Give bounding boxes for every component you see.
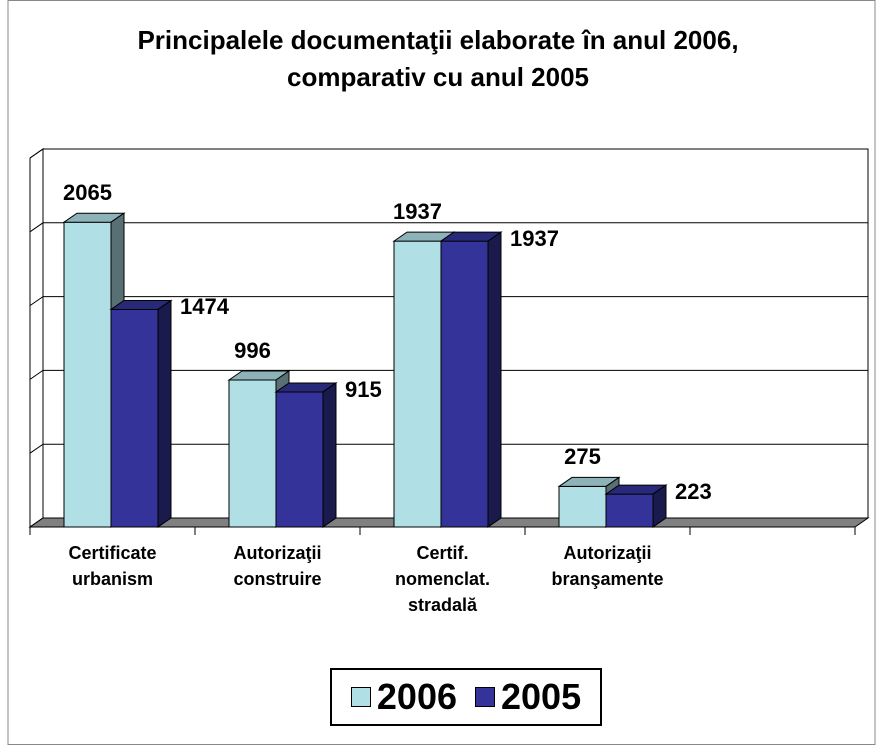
bar bbox=[393, 240, 442, 528]
x-tick-label: Autorizaţii construire bbox=[233, 543, 322, 589]
legend-item: 2005 bbox=[475, 676, 581, 718]
legend-swatch bbox=[350, 687, 371, 707]
x-tick-label: Certif. nomenclat. stradală bbox=[394, 543, 491, 615]
grid-line bbox=[29, 443, 868, 454]
bar bbox=[605, 493, 654, 528]
bar-side bbox=[157, 299, 172, 528]
bar bbox=[558, 485, 607, 528]
bar bbox=[275, 391, 324, 528]
x-tick-label: Autorizaţii branşamente bbox=[551, 543, 664, 589]
bar bbox=[63, 221, 112, 528]
value-label: 996 bbox=[234, 337, 271, 363]
x-tick-label: Certificate urbanism bbox=[68, 543, 157, 589]
legend: 2006 2005 bbox=[330, 668, 602, 726]
grid-line bbox=[29, 296, 868, 307]
chart-title: Principalele documentaţii elaborate în a… bbox=[137, 25, 739, 92]
legend-label: 2005 bbox=[501, 676, 582, 717]
bar bbox=[110, 308, 159, 528]
grid-line bbox=[29, 148, 868, 159]
side-wall bbox=[29, 148, 44, 528]
legend-item: 2006 bbox=[350, 676, 457, 718]
value-label: 223 bbox=[675, 479, 712, 505]
grid-line bbox=[29, 222, 868, 233]
value-label: 915 bbox=[345, 376, 382, 402]
value-label: 1937 bbox=[393, 199, 442, 225]
value-label: 2065 bbox=[63, 180, 112, 206]
bar-side bbox=[322, 381, 337, 528]
bar bbox=[440, 240, 489, 528]
value-label: 275 bbox=[564, 444, 601, 470]
bar-side bbox=[487, 231, 502, 528]
bar bbox=[228, 379, 277, 528]
value-label: 1937 bbox=[510, 226, 559, 252]
legend-label: 2006 bbox=[376, 676, 457, 717]
bar-side bbox=[652, 484, 667, 528]
value-label: 1474 bbox=[180, 294, 229, 320]
grid-line bbox=[29, 369, 868, 380]
legend-swatch bbox=[475, 687, 495, 707]
